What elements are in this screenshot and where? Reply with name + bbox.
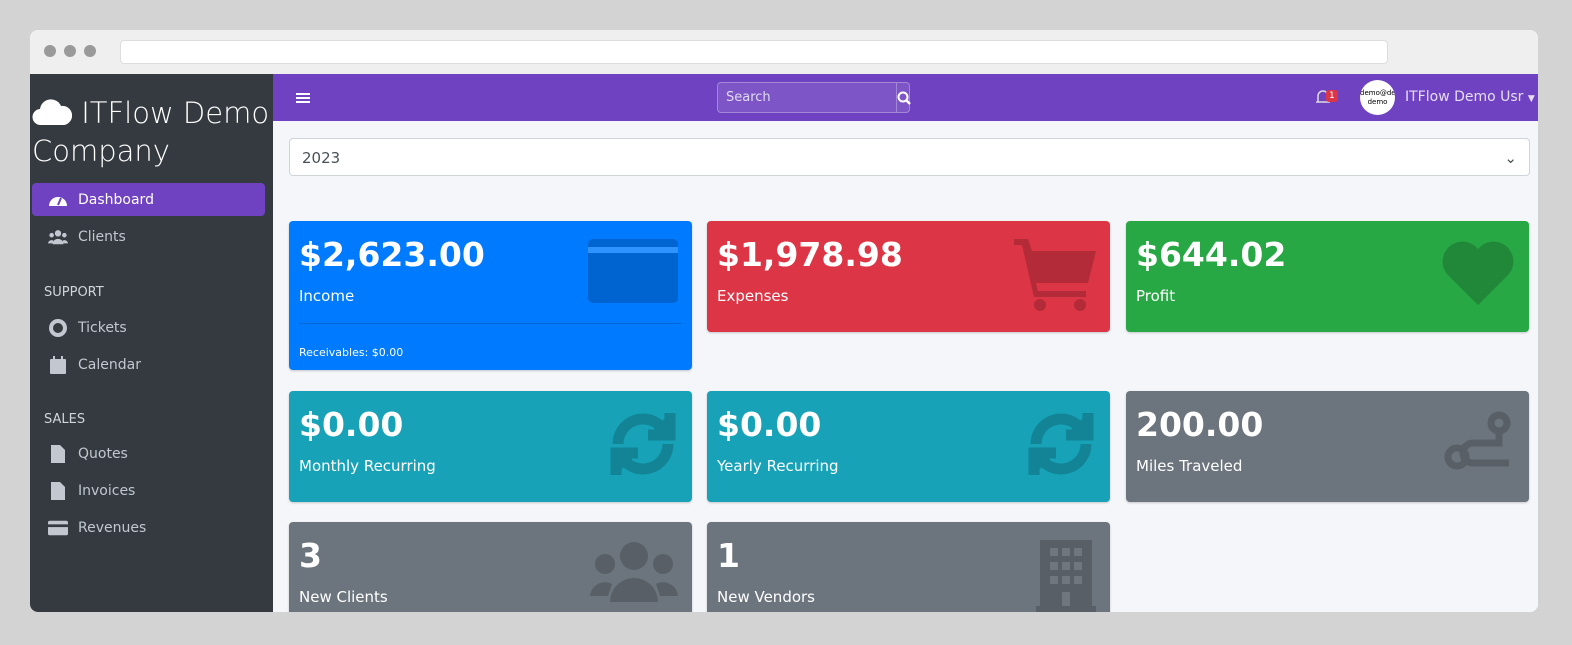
miles-traveled-card[interactable]: 200.00 Miles Traveled <box>1126 391 1529 502</box>
section-header-sales: SALES <box>44 412 86 427</box>
sidebar-item-dashboard[interactable]: Dashboard <box>32 183 265 216</box>
year-select-value: 2023 <box>302 149 341 167</box>
card-value: 3 <box>299 536 322 575</box>
section-header-support: SUPPORT <box>44 285 104 300</box>
sidebar-item-label: Dashboard <box>78 191 154 208</box>
tachometer-icon <box>48 192 68 208</box>
building-icon <box>1036 540 1096 612</box>
card-footer: Receivables: $0.00 <box>299 346 404 359</box>
avatar[interactable]: demo@demo demo <box>1360 80 1395 115</box>
browser-chrome <box>30 30 1538 74</box>
sidebar: ITFlow Demo Company Dashboard Clients SU… <box>30 74 273 612</box>
window-dot <box>64 45 76 57</box>
caret-down-icon: ▼ <box>1527 94 1535 104</box>
chevron-down-icon: ⌄ <box>1504 149 1517 167</box>
window-dot <box>84 45 96 57</box>
card-value: 200.00 <box>1136 405 1264 444</box>
card-label: Miles Traveled <box>1136 457 1243 475</box>
sidebar-item-label: Invoices <box>78 482 136 499</box>
sync-icon <box>608 409 678 483</box>
card-label: Expenses <box>717 287 789 305</box>
card-value: $1,978.98 <box>717 235 903 274</box>
yearly-recurring-card[interactable]: $0.00 Yearly Recurring <box>707 391 1110 502</box>
sidebar-item-label: Revenues <box>78 519 147 536</box>
card-label: Yearly Recurring <box>717 457 839 475</box>
user-name: ITFlow Demo Usr <box>1405 89 1524 105</box>
expenses-card[interactable]: $1,978.98 Expenses <box>707 221 1110 332</box>
cloud-icon <box>32 99 73 126</box>
menu-toggle-icon[interactable] <box>296 90 310 109</box>
calendar-icon <box>48 355 68 374</box>
card-label: Profit <box>1136 287 1176 305</box>
sidebar-item-invoices[interactable]: Invoices <box>32 474 265 507</box>
search-input[interactable] <box>718 83 896 112</box>
card-label: Monthly Recurring <box>299 457 436 475</box>
card-label: Income <box>299 287 355 305</box>
card-value: $0.00 <box>299 405 404 444</box>
notification-badge: 1 <box>1326 90 1338 102</box>
new-vendors-card[interactable]: 1 New Vendors <box>707 522 1110 612</box>
card-value: $644.02 <box>1136 235 1287 274</box>
credit-card-icon <box>48 520 68 536</box>
life-ring-icon <box>48 318 68 337</box>
main-content: 2023 ⌄ $2,623.00 Income Receivables: $0.0… <box>273 121 1538 612</box>
notifications-button[interactable]: 1 <box>1315 89 1338 109</box>
sidebar-item-label: Calendar <box>78 356 141 373</box>
sidebar-item-label: Clients <box>78 228 126 245</box>
card-label: New Vendors <box>717 588 815 606</box>
users-icon <box>590 540 678 606</box>
monthly-recurring-card[interactable]: $0.00 Monthly Recurring <box>289 391 692 502</box>
top-navbar: 1 demo@demo demo ITFlow Demo Usr ▼ <box>273 74 1538 121</box>
search-form <box>717 82 911 113</box>
sidebar-item-label: Quotes <box>78 445 128 462</box>
route-icon <box>1443 409 1515 485</box>
sidebar-item-calendar[interactable]: Calendar <box>32 348 265 381</box>
credit-card-icon <box>588 239 678 307</box>
profit-card[interactable]: $644.02 Profit <box>1126 221 1529 332</box>
browser-window: ITFlow Demo Company Dashboard Clients SU… <box>30 30 1538 612</box>
sync-icon <box>1026 409 1096 483</box>
users-icon <box>48 229 68 245</box>
sidebar-item-revenues[interactable]: Revenues <box>32 511 265 544</box>
search-button[interactable] <box>896 83 911 112</box>
shopping-cart-icon <box>1014 239 1096 315</box>
card-value: 1 <box>717 536 740 575</box>
search-icon <box>897 91 911 105</box>
sidebar-item-tickets[interactable]: Tickets <box>32 311 265 344</box>
card-value: $0.00 <box>717 405 822 444</box>
user-menu[interactable]: ITFlow Demo Usr ▼ <box>1405 89 1535 105</box>
card-value: $2,623.00 <box>299 235 485 274</box>
brand-text: ITFlow Demo Company <box>32 96 270 168</box>
sidebar-item-quotes[interactable]: Quotes <box>32 437 265 470</box>
card-label: New Clients <box>299 588 388 606</box>
address-bar[interactable] <box>120 40 1388 64</box>
sidebar-item-clients[interactable]: Clients <box>32 220 265 253</box>
brand-link[interactable]: ITFlow Demo Company <box>32 94 272 170</box>
file-invoice-dollar-icon <box>48 481 68 500</box>
new-clients-card[interactable]: 3 New Clients <box>289 522 692 612</box>
sidebar-item-label: Tickets <box>78 319 127 336</box>
income-card[interactable]: $2,623.00 Income Receivables: $0.00 <box>289 221 692 370</box>
year-select[interactable]: 2023 ⌄ <box>289 138 1530 176</box>
card-divider <box>299 323 682 324</box>
heart-icon <box>1441 239 1515 309</box>
window-dot <box>44 45 56 57</box>
file-icon <box>48 444 68 463</box>
